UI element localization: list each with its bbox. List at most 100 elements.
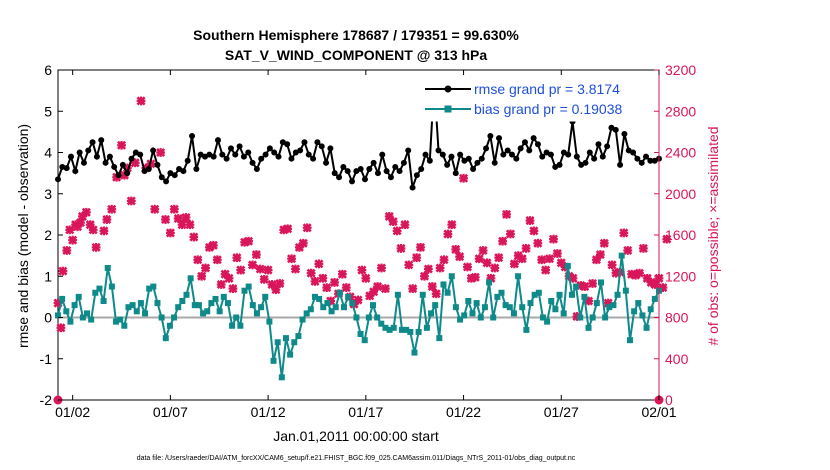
rmse-point	[150, 147, 157, 154]
bias-point	[618, 252, 625, 259]
bias-point	[349, 300, 356, 307]
bias-point	[469, 310, 476, 317]
bias-point	[224, 300, 231, 307]
rmse-point	[271, 149, 278, 156]
assimilated-count-marker	[478, 245, 488, 255]
rmse-point	[573, 153, 580, 160]
assimilated-count-marker	[193, 255, 203, 265]
assimilated-count-marker	[588, 278, 598, 288]
bias-point	[67, 318, 74, 325]
bias-point	[428, 310, 435, 317]
rmse-point	[67, 153, 74, 160]
rmse-point	[439, 151, 446, 158]
bias-point	[171, 314, 178, 321]
rmse-point	[379, 151, 386, 158]
rmse-point	[448, 153, 455, 160]
assimilated-count-marker	[443, 229, 453, 239]
legend-bias-label: bias grand pr = 0.19038	[474, 101, 622, 117]
bias-point	[552, 306, 559, 313]
assimilated-count-marker	[502, 209, 512, 219]
rmse-point	[565, 151, 572, 158]
bias-point	[597, 279, 604, 286]
x-tick-label: 01/07	[153, 404, 188, 420]
rmse-point	[526, 147, 533, 154]
bias-point	[146, 285, 153, 292]
right-y-tick-label: 800	[665, 310, 689, 326]
rmse-point	[219, 151, 226, 158]
assimilated-count-marker	[251, 250, 261, 260]
rmse-point	[76, 149, 83, 156]
rmse-point	[232, 151, 239, 158]
legend: rmse grand pr = 3.8174 bias grand pr = 0…	[417, 76, 649, 122]
right-y-tick-label: 2800	[665, 103, 696, 119]
assimilated-count-marker	[361, 273, 371, 283]
assimilated-count-marker	[247, 260, 257, 270]
rmse-point	[405, 147, 412, 154]
rmse-point	[323, 159, 330, 166]
rmse-point	[258, 155, 265, 162]
bias-point	[370, 302, 377, 309]
assimilated-count-marker	[353, 295, 363, 305]
assimilated-count-marker	[91, 242, 101, 252]
left-y-tick-label: -2	[40, 392, 53, 408]
assimilated-count-marker	[435, 263, 445, 273]
assimilated-count-marker	[181, 212, 191, 222]
rmse-point	[284, 141, 291, 148]
bias-point	[332, 304, 339, 311]
rmse-point	[154, 161, 161, 168]
bias-point	[519, 304, 526, 311]
assimilated-count-marker	[427, 282, 437, 292]
assimilated-count-marker	[404, 260, 414, 270]
bias-point	[108, 283, 115, 290]
rmse-point	[452, 170, 459, 177]
bias-point	[266, 318, 273, 325]
assimilated-count-marker	[302, 223, 312, 233]
assimilated-count-marker	[224, 273, 234, 283]
rmse-point	[189, 133, 196, 139]
bias-point	[113, 318, 120, 325]
rmse-point	[102, 159, 109, 166]
assimilated-count-marker	[482, 258, 492, 268]
assimilated-count-marker	[525, 216, 535, 226]
rmse-point	[180, 168, 187, 175]
bias-point	[179, 298, 186, 304]
assimilated-count-marker	[255, 264, 265, 274]
bias-point	[63, 308, 70, 315]
bias-point	[104, 265, 111, 271]
rmse-point	[236, 143, 243, 150]
assimilated-count-marker	[275, 278, 285, 288]
rmse-point	[128, 155, 135, 162]
rmse-point	[184, 157, 191, 164]
rmse-point	[336, 174, 343, 181]
rmse-point	[630, 149, 637, 156]
bias-point	[544, 318, 551, 325]
bias-point	[212, 295, 219, 302]
rmse-point	[253, 166, 260, 172]
x-axis-label: Jan.01,2011 00:00:00 start	[273, 428, 439, 444]
rmse-point	[245, 149, 252, 156]
bias-point	[220, 293, 227, 300]
assimilated-count-marker	[290, 264, 300, 274]
bias-point	[568, 291, 575, 298]
bias-point	[361, 337, 368, 344]
assimilated-count-marker	[490, 263, 500, 273]
bias-point	[419, 291, 426, 298]
rmse-point	[340, 163, 347, 170]
bias-point	[241, 287, 248, 294]
bias-point	[411, 349, 418, 356]
bias-point	[585, 324, 592, 331]
rmse-point	[349, 178, 356, 185]
rmse-point	[392, 163, 399, 170]
rmse-point	[396, 168, 403, 175]
assimilated-count-marker	[287, 254, 297, 264]
bias-point	[258, 304, 265, 311]
assimilated-count-marker	[373, 282, 383, 292]
rmse-point	[474, 159, 481, 166]
bias-point	[195, 302, 202, 309]
assimilated-count-marker	[498, 236, 508, 246]
left-y-tick-label: 4	[44, 145, 52, 161]
left-y-tick-label: 3	[44, 186, 52, 202]
bias-point	[79, 314, 86, 321]
assimilated-count-marker	[117, 140, 127, 150]
rmse-point	[227, 145, 234, 152]
